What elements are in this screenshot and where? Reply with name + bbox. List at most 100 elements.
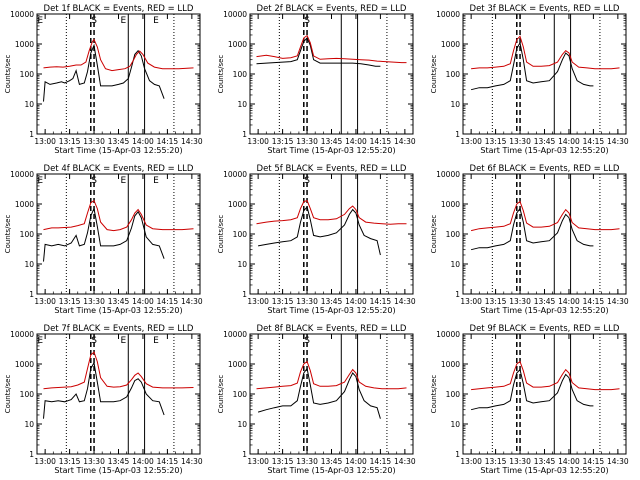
y-tick-label: 1 <box>455 130 460 139</box>
x-tick-label: 13:45 <box>108 137 130 146</box>
y-tick-label: 10000 <box>223 330 247 339</box>
y-tick-label: 10000 <box>436 10 460 19</box>
y-tick-label: 10 <box>237 420 247 429</box>
x-tick-label: 14:00 <box>558 137 580 146</box>
y-tick-label: 10000 <box>10 170 34 179</box>
series-lld <box>43 38 194 72</box>
panel-title: Det 6f BLACK = Events, RED = LLD <box>470 164 620 174</box>
x-tick-label: 13:45 <box>321 297 343 306</box>
x-tick-label: 14:15 <box>583 297 605 306</box>
x-axis-label: Start Time (15-Apr-03 12:55:20) <box>267 466 395 475</box>
event-marker: S <box>91 336 97 346</box>
y-tick-label: 1 <box>455 450 460 459</box>
y-tick-label: 10 <box>24 260 34 269</box>
event-marker: S <box>304 176 310 186</box>
x-tick-label: 13:30 <box>509 457 531 466</box>
x-tick-label: 14:00 <box>132 457 154 466</box>
series-events <box>257 367 381 419</box>
y-axis-label: Counts/sec <box>4 215 12 254</box>
x-tick-label: 13:15 <box>485 137 507 146</box>
series-lld <box>471 35 620 70</box>
x-tick-label: 14:00 <box>558 297 580 306</box>
y-tick-label: 1 <box>29 130 34 139</box>
event-marker: E <box>37 16 43 26</box>
y-tick-label: 100 <box>233 390 248 399</box>
event-marker: E <box>121 176 127 186</box>
y-tick-label: 1 <box>242 290 247 299</box>
x-tick-label: 13:45 <box>108 457 130 466</box>
x-tick-label: 13:45 <box>321 137 343 146</box>
y-tick-label: 1 <box>29 450 34 459</box>
series-lld <box>43 199 194 232</box>
y-tick-label: 100 <box>233 230 248 239</box>
plot-frame <box>249 13 414 135</box>
y-tick-label: 10000 <box>10 330 34 339</box>
series-events <box>43 206 165 262</box>
x-tick-label: 14:30 <box>181 297 203 306</box>
panel-title: Det 9f BLACK = Events, RED = LLD <box>470 324 620 334</box>
series-events <box>43 361 165 419</box>
plot-frame <box>249 333 414 455</box>
x-tick-label: 14:15 <box>370 137 392 146</box>
y-axis-label: Counts/sec <box>217 375 225 414</box>
x-tick-label: 13:30 <box>83 137 105 146</box>
plot-frame <box>462 13 627 135</box>
y-tick-label: 100 <box>446 230 461 239</box>
series-lld <box>470 200 620 232</box>
x-tick-label: 13:15 <box>485 457 507 466</box>
x-tick-label: 13:00 <box>247 457 269 466</box>
y-tick-label: 10000 <box>10 10 34 19</box>
panel-title: Det 5f BLACK = Events, RED = LLD <box>257 164 407 174</box>
series-events <box>470 41 594 91</box>
y-tick-label: 1000 <box>15 360 34 369</box>
panel-title: Det 2f BLACK = Events, RED = LLD <box>257 4 407 14</box>
panel-9: Det 9f BLACK = Events, RED = LLD 1 10 100 10… <box>430 324 629 475</box>
panel-title: Det 4f BLACK = Events, RED = LLD <box>44 164 194 174</box>
series-events <box>43 43 165 102</box>
x-tick-label: 14:00 <box>345 457 367 466</box>
x-tick-label: 13:00 <box>34 137 56 146</box>
y-tick-label: 1000 <box>15 200 34 209</box>
event-marker: S <box>304 336 310 346</box>
x-tick-label: 14:00 <box>345 297 367 306</box>
y-tick-label: 1 <box>29 290 34 299</box>
panel-title: Det 3f BLACK = Events, RED = LLD <box>470 4 620 14</box>
x-tick-label: 13:30 <box>509 137 531 146</box>
series-lld <box>471 360 620 391</box>
y-axis-label: Counts/sec <box>217 55 225 94</box>
x-tick-label: 13:30 <box>296 297 318 306</box>
y-tick-label: 10 <box>24 100 34 109</box>
y-tick-label: 1 <box>455 290 460 299</box>
y-tick-label: 1 <box>242 130 247 139</box>
series-lld <box>43 351 194 390</box>
panel-8: Det 8f BLACK = Events, RED = LLD 1 10 100 10… <box>217 324 416 475</box>
x-tick-label: 13:15 <box>485 297 507 306</box>
plot-frame <box>462 333 627 455</box>
panel-4: Det 4f BLACK = Events, RED = LLD 1 10 100 10… <box>4 164 203 315</box>
x-axis-label: Start Time (15-Apr-03 12:55:20) <box>54 466 182 475</box>
y-tick-label: 10 <box>237 260 247 269</box>
series-events <box>470 368 594 411</box>
y-tick-label: 1000 <box>228 40 247 49</box>
panel-title: Det 8f BLACK = Events, RED = LLD <box>257 324 407 334</box>
event-marker: E <box>153 176 159 186</box>
y-axis-label: Counts/sec <box>430 215 438 254</box>
x-axis-label: Start Time (15-Apr-03 12:55:20) <box>480 146 608 155</box>
x-tick-label: 14:15 <box>157 137 179 146</box>
series-events <box>256 36 381 67</box>
event-marker: E <box>121 336 127 346</box>
x-tick-label: 13:15 <box>272 457 294 466</box>
x-tick-label: 13:00 <box>34 457 56 466</box>
y-tick-label: 1000 <box>441 200 460 209</box>
y-tick-label: 1000 <box>228 360 247 369</box>
panel-6: Det 6f BLACK = Events, RED = LLD 1 10 100 10… <box>430 164 629 315</box>
x-tick-label: 13:15 <box>59 137 81 146</box>
x-tick-label: 13:45 <box>321 457 343 466</box>
series-lld <box>256 360 407 390</box>
panel-5: Det 5f BLACK = Events, RED = LLD 1 10 100 10… <box>217 164 416 315</box>
x-tick-label: 13:30 <box>83 457 105 466</box>
x-tick-label: 14:15 <box>370 457 392 466</box>
series-lld <box>256 199 407 225</box>
x-tick-label: 14:15 <box>157 457 179 466</box>
x-tick-label: 14:15 <box>370 297 392 306</box>
